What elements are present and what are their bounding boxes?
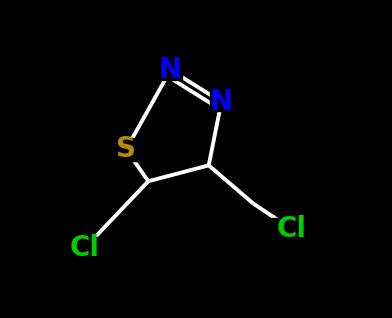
Bar: [272, 218, 310, 240]
Text: Cl: Cl: [276, 215, 307, 243]
Bar: [160, 60, 181, 80]
Bar: [65, 237, 104, 259]
Text: Cl: Cl: [70, 234, 100, 262]
Bar: [112, 138, 140, 161]
Text: N: N: [159, 56, 182, 84]
Bar: [211, 92, 232, 111]
Text: N: N: [210, 88, 233, 116]
Text: S: S: [116, 135, 136, 163]
